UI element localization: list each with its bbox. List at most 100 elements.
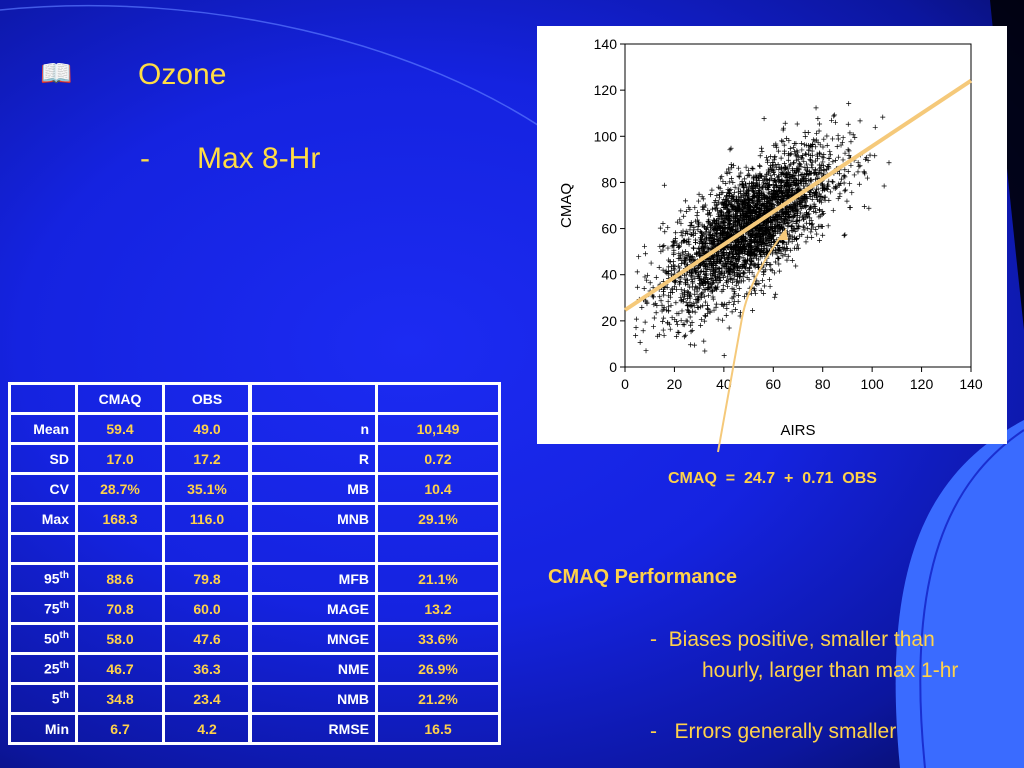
data-point: [701, 276, 707, 282]
data-point: [831, 113, 837, 119]
data-point: [715, 199, 721, 205]
data-point: [660, 327, 666, 333]
data-point: [722, 224, 728, 230]
data-point: [786, 151, 792, 157]
metric-label: MNGE: [248, 622, 378, 655]
data-point: [676, 330, 682, 336]
data-point: [743, 211, 749, 217]
data-point: [757, 199, 763, 205]
data-point: [815, 116, 821, 122]
data-point: [740, 223, 746, 229]
data-point: [744, 290, 750, 296]
data-point: [675, 244, 681, 250]
data-point: [741, 270, 747, 276]
metric-value: 10,149: [375, 412, 501, 445]
data-point: [799, 141, 805, 147]
data-point: [689, 284, 695, 290]
data-point: [845, 147, 851, 153]
data-point: [734, 212, 740, 218]
data-point: [645, 272, 651, 278]
data-point: [648, 260, 654, 266]
metric-value: 16.5: [375, 712, 501, 745]
data-point: [702, 241, 708, 247]
data-point: [665, 245, 671, 251]
data-point: [790, 173, 796, 179]
x-tick-label: 120: [910, 376, 934, 392]
header-blank: [8, 382, 78, 415]
data-point: [784, 135, 790, 141]
subtitle-dash: -: [140, 142, 150, 175]
data-point: [742, 200, 748, 206]
data-point: [713, 220, 719, 226]
data-point: [689, 308, 695, 314]
data-point: [794, 178, 800, 184]
row-label: Min: [8, 712, 78, 745]
data-point: [668, 290, 674, 296]
data-point: [824, 133, 830, 139]
row-label: Max: [8, 502, 78, 535]
data-point: [799, 205, 805, 211]
data-point: [719, 215, 725, 221]
data-point: [813, 144, 819, 150]
data-point: [757, 226, 763, 232]
table-row: NMB 21.2%: [248, 682, 501, 715]
data-point: [771, 178, 777, 184]
x-tick-label: 80: [815, 376, 831, 392]
row-label: CV: [8, 472, 78, 505]
data-point: [799, 176, 805, 182]
data-point: [706, 292, 712, 298]
data-point: [758, 145, 764, 151]
y-tick-label: 140: [594, 36, 618, 52]
data-point: [811, 208, 817, 214]
data-point: [745, 167, 751, 173]
data-point: [808, 158, 814, 164]
data-point: [696, 253, 702, 259]
data-point: [808, 189, 814, 195]
data-point: [755, 195, 761, 201]
data-point: [757, 189, 763, 195]
data-point: [767, 262, 773, 268]
data-point: [728, 145, 734, 151]
data-point: [735, 201, 741, 207]
data-point: [813, 209, 819, 215]
scatter-chart: 0 20 40 60 80 100 120 140 0 20 40 60 80 100 120 140 AIRS…: [558, 36, 983, 439]
data-point: [661, 292, 667, 298]
data-point: [788, 224, 794, 230]
data-point: [781, 213, 787, 219]
data-point: [809, 148, 815, 154]
stats-table-left: CMAQ OBS Mean 59.4 49.0 SD 17.0 17.2 CV 28.7% 35…: [8, 382, 252, 745]
data-point: [715, 316, 721, 322]
data-point: [794, 242, 800, 248]
data-point: [657, 294, 663, 300]
obs-value: 4.2: [162, 712, 252, 745]
data-point: [782, 120, 788, 126]
data-point: [688, 322, 694, 328]
data-point: [794, 225, 800, 231]
data-point: [738, 309, 744, 315]
data-point: [734, 225, 740, 231]
data-point: [730, 224, 736, 230]
data-point: [706, 255, 712, 261]
data-point: [856, 181, 862, 187]
data-point: [642, 274, 648, 280]
data-point: [729, 165, 735, 171]
data-point: [696, 245, 702, 251]
row-label-text: 75: [43, 600, 60, 617]
data-point: [698, 244, 704, 250]
data-point: [688, 329, 694, 335]
regression-equation: CMAQ = 24.7 + 0.71 OBS: [668, 470, 877, 487]
data-point: [728, 161, 734, 167]
data-point: [707, 258, 713, 264]
data-point: [720, 211, 726, 217]
data-point: [681, 237, 687, 243]
metric-label: MNB: [248, 502, 378, 535]
data-point: [703, 313, 709, 319]
data-point: [652, 300, 658, 306]
data-point: [788, 247, 794, 253]
data-point: [757, 171, 763, 177]
data-point: [640, 328, 646, 334]
data-point: [759, 148, 765, 154]
data-point: [797, 161, 803, 167]
data-point: [773, 291, 779, 297]
metric-value: 21.2%: [375, 682, 501, 715]
